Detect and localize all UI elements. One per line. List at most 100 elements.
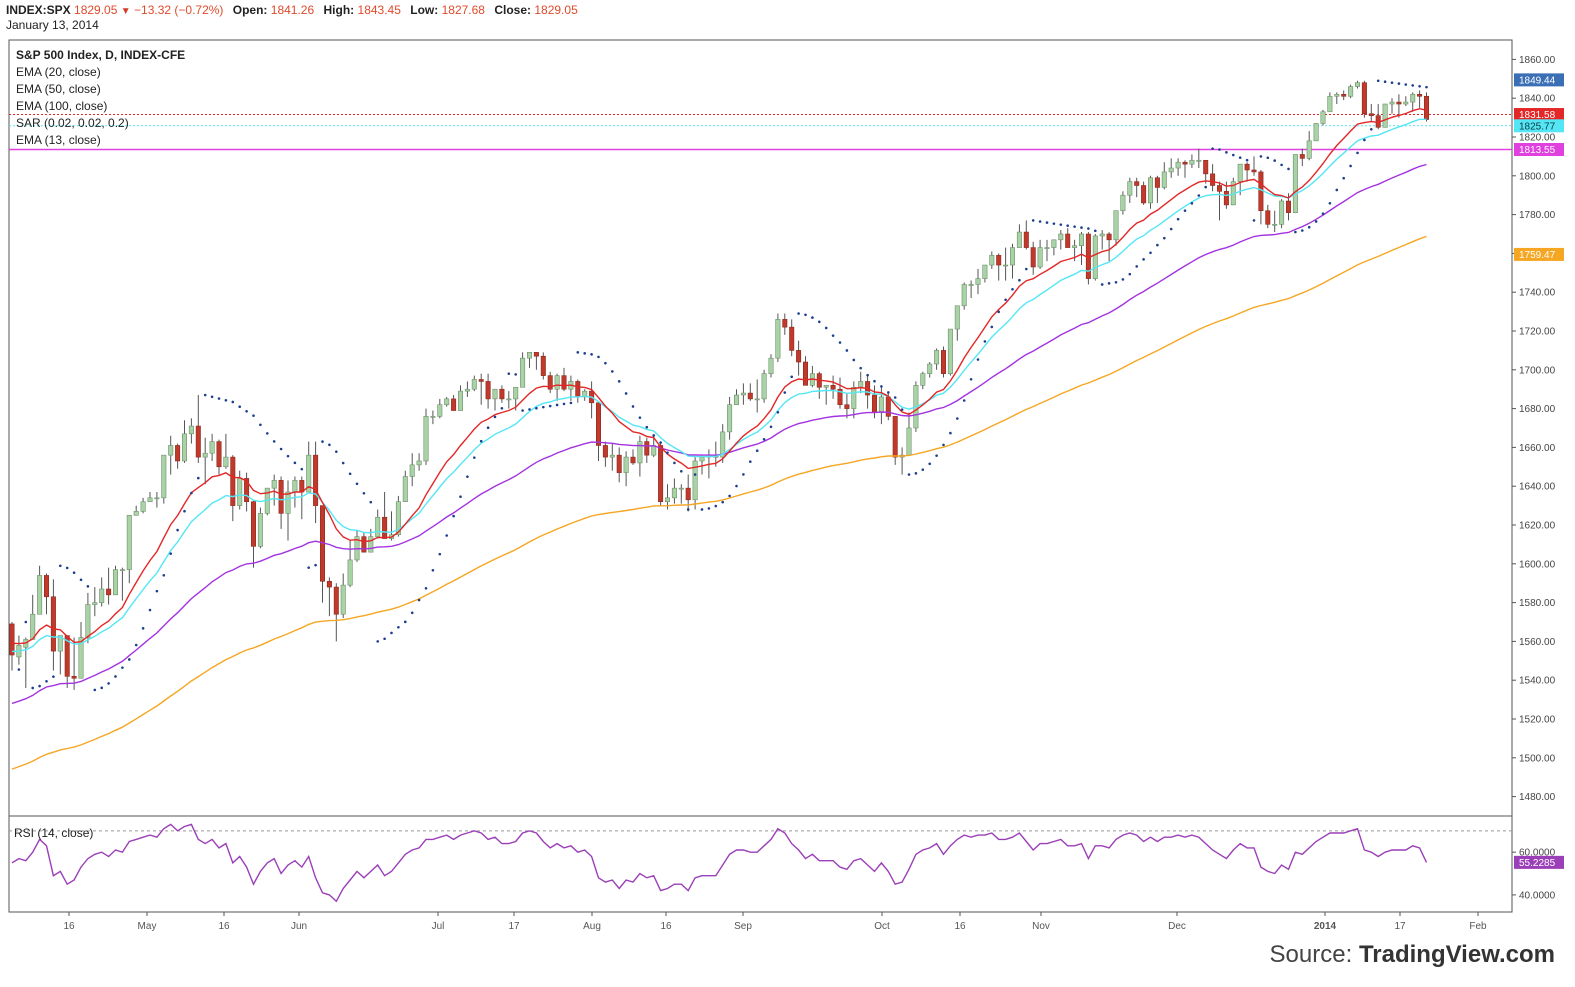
candle — [395, 501, 401, 536]
candle — [1223, 191, 1229, 206]
candle — [126, 514, 132, 570]
price-tag — [1514, 143, 1564, 157]
sar-dot — [845, 349, 849, 352]
candle — [727, 404, 733, 433]
sar-dot — [203, 393, 207, 397]
candle — [1189, 159, 1195, 165]
sar-dot — [328, 443, 331, 447]
sar-dot — [1094, 229, 1097, 233]
sar-dot — [355, 482, 359, 486]
sar-dot — [1004, 298, 1007, 302]
candle — [313, 454, 319, 506]
candle — [499, 388, 505, 400]
y-tick-label: 1540.00 — [1519, 676, 1556, 687]
candle — [237, 478, 243, 506]
candle — [154, 497, 160, 500]
candle — [1154, 177, 1160, 188]
candle — [175, 445, 181, 462]
candle — [1148, 177, 1154, 204]
candle — [1265, 210, 1271, 225]
candle — [630, 456, 636, 464]
sar-dot — [348, 472, 352, 476]
sar-dot — [376, 640, 380, 643]
candle — [9, 623, 15, 656]
candle — [257, 513, 263, 547]
candle — [1065, 233, 1071, 248]
candle — [533, 352, 539, 357]
candle — [1403, 101, 1409, 105]
sar-dot — [445, 534, 449, 537]
sar-dot — [1204, 185, 1207, 189]
candle — [844, 404, 850, 409]
sar-dot — [183, 509, 186, 513]
candle — [678, 487, 684, 490]
sar-dot — [990, 325, 994, 329]
candle — [471, 379, 477, 390]
sar-dot — [479, 439, 483, 443]
sar-dot — [686, 508, 690, 511]
y-tick-label: 1480.00 — [1519, 792, 1556, 803]
price-tag-label: 1831.58 — [1519, 110, 1556, 121]
sar-dot — [486, 426, 490, 430]
candle — [1279, 200, 1285, 225]
candle — [1168, 167, 1174, 173]
candle — [595, 402, 601, 446]
sar-dot — [569, 401, 573, 405]
ema-13-line — [11, 107, 1427, 645]
sar-dot — [755, 449, 759, 453]
sar-dot — [438, 552, 442, 556]
sar-dot — [169, 552, 172, 555]
y-tick-label: 1580.00 — [1519, 598, 1556, 609]
header-date: January 13, 2014 — [6, 18, 99, 32]
sar-dot — [638, 416, 642, 419]
sar-dot — [542, 405, 545, 409]
sar-dot — [286, 454, 290, 458]
candle — [1161, 171, 1167, 188]
sar-dot — [824, 326, 828, 330]
sar-dot — [162, 574, 166, 577]
sar-dot — [728, 494, 731, 498]
sar-dot — [1335, 188, 1339, 192]
candle — [658, 445, 664, 503]
candle — [989, 255, 995, 266]
candle — [119, 569, 125, 571]
sar-dot — [1252, 219, 1256, 222]
candle — [1410, 94, 1416, 103]
sar-dot — [1370, 127, 1373, 131]
sar-dot — [528, 408, 531, 411]
sar-dot — [266, 432, 269, 435]
sar-dot — [1025, 267, 1028, 271]
sar-dot — [100, 686, 103, 690]
sar-dot — [245, 409, 248, 413]
x-tick-label: Jun — [291, 921, 307, 932]
sar-dot — [624, 392, 628, 395]
x-tick-label: 16 — [954, 921, 966, 932]
y-tick-label: 1740.00 — [1519, 288, 1556, 299]
price-change: −13.32 (−0.72%) — [134, 3, 224, 17]
candle — [375, 516, 381, 537]
sar-dot — [1190, 202, 1194, 205]
candle — [271, 480, 277, 489]
sar-dot — [141, 627, 145, 630]
candle — [402, 476, 408, 503]
sar-dot — [521, 409, 524, 412]
sar-dot — [259, 423, 262, 427]
candle — [699, 456, 705, 462]
sar-dot — [1397, 82, 1401, 85]
sar-dot — [617, 380, 621, 383]
sar-dot — [176, 528, 179, 532]
candle — [1396, 101, 1402, 105]
sar-dot — [631, 405, 635, 408]
sar-dot — [1073, 225, 1076, 228]
candle — [1120, 194, 1126, 212]
sar-dot — [1176, 217, 1180, 221]
sar-dot — [962, 399, 966, 402]
sar-dot — [880, 385, 883, 388]
sar-dot — [1149, 251, 1152, 255]
sar-dot — [1273, 159, 1276, 162]
sar-dot — [307, 566, 311, 569]
legend-entry: SAR (0.02, 0.02, 0.2) — [16, 116, 129, 130]
sar-dot — [976, 358, 980, 361]
sar-dot — [555, 403, 559, 407]
